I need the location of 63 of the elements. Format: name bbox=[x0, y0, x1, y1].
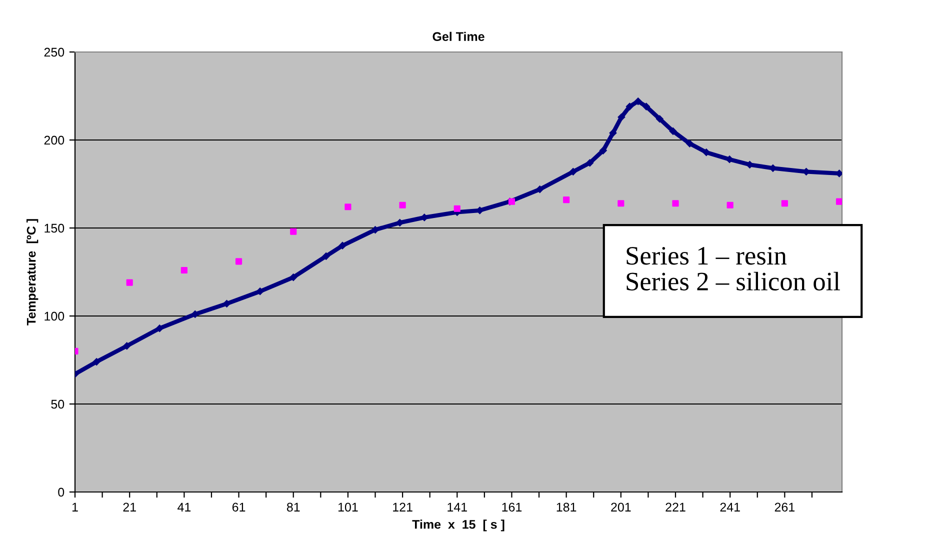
point bbox=[836, 198, 842, 205]
point bbox=[454, 205, 460, 212]
x-tick-label: 41 bbox=[178, 502, 191, 512]
point bbox=[344, 204, 352, 210]
point bbox=[92, 358, 100, 366]
y-tick-label: 100 bbox=[44, 312, 64, 321]
y-axis-title: Temperature [ºC ] bbox=[26, 219, 38, 326]
point bbox=[290, 228, 297, 235]
point bbox=[180, 266, 188, 274]
point bbox=[191, 310, 199, 318]
point bbox=[586, 159, 594, 167]
point bbox=[223, 300, 230, 308]
point bbox=[563, 196, 570, 204]
point bbox=[508, 198, 516, 205]
point bbox=[396, 219, 404, 226]
x-tick-label: 81 bbox=[286, 502, 300, 512]
x-tick-label: 261 bbox=[774, 502, 794, 512]
point bbox=[672, 200, 679, 207]
y-tick-label: 200 bbox=[44, 136, 64, 145]
point bbox=[123, 342, 131, 350]
point bbox=[781, 200, 788, 207]
point bbox=[702, 148, 710, 156]
x-tick-label: 61 bbox=[232, 502, 246, 512]
point bbox=[338, 242, 346, 250]
point bbox=[626, 102, 634, 110]
y-tick-label: 50 bbox=[51, 400, 64, 409]
chart-title: Gel Time bbox=[432, 32, 484, 42]
point bbox=[600, 146, 607, 154]
y-tick-label: 150 bbox=[44, 224, 64, 233]
x-tick-label: 101 bbox=[338, 502, 358, 512]
x-tick-label: 141 bbox=[448, 502, 467, 512]
point bbox=[322, 252, 330, 260]
x-tick-label: 121 bbox=[393, 502, 412, 512]
point bbox=[634, 98, 642, 105]
point bbox=[609, 129, 617, 137]
y-tick-label: 0 bbox=[58, 488, 64, 497]
annotation: Series 2 – silicon oil bbox=[626, 272, 840, 290]
point bbox=[235, 258, 242, 265]
point bbox=[618, 200, 624, 207]
point bbox=[618, 113, 626, 121]
point bbox=[669, 128, 677, 135]
point bbox=[126, 279, 133, 286]
x-tick-label: 161 bbox=[502, 502, 522, 512]
point bbox=[256, 288, 264, 295]
x-tick-label: 181 bbox=[556, 502, 576, 512]
point bbox=[726, 202, 734, 208]
x-tick-label: 241 bbox=[720, 502, 740, 512]
point bbox=[372, 226, 379, 234]
point bbox=[399, 202, 406, 208]
point bbox=[642, 102, 650, 110]
point bbox=[686, 140, 694, 148]
point bbox=[536, 186, 544, 193]
x-tick-label: 21 bbox=[123, 502, 136, 512]
point bbox=[156, 324, 164, 332]
x-axis-title: Time x 15 [ s ] bbox=[412, 520, 504, 532]
x-tick-label: 1 bbox=[72, 502, 78, 512]
point bbox=[570, 168, 577, 176]
annotation: Series 1 – resin bbox=[626, 246, 787, 265]
y-tick-label: 250 bbox=[44, 48, 64, 57]
x-tick-label: 221 bbox=[666, 502, 686, 512]
x-tick-label: 201 bbox=[611, 502, 631, 512]
point bbox=[656, 115, 664, 123]
point bbox=[290, 274, 298, 281]
